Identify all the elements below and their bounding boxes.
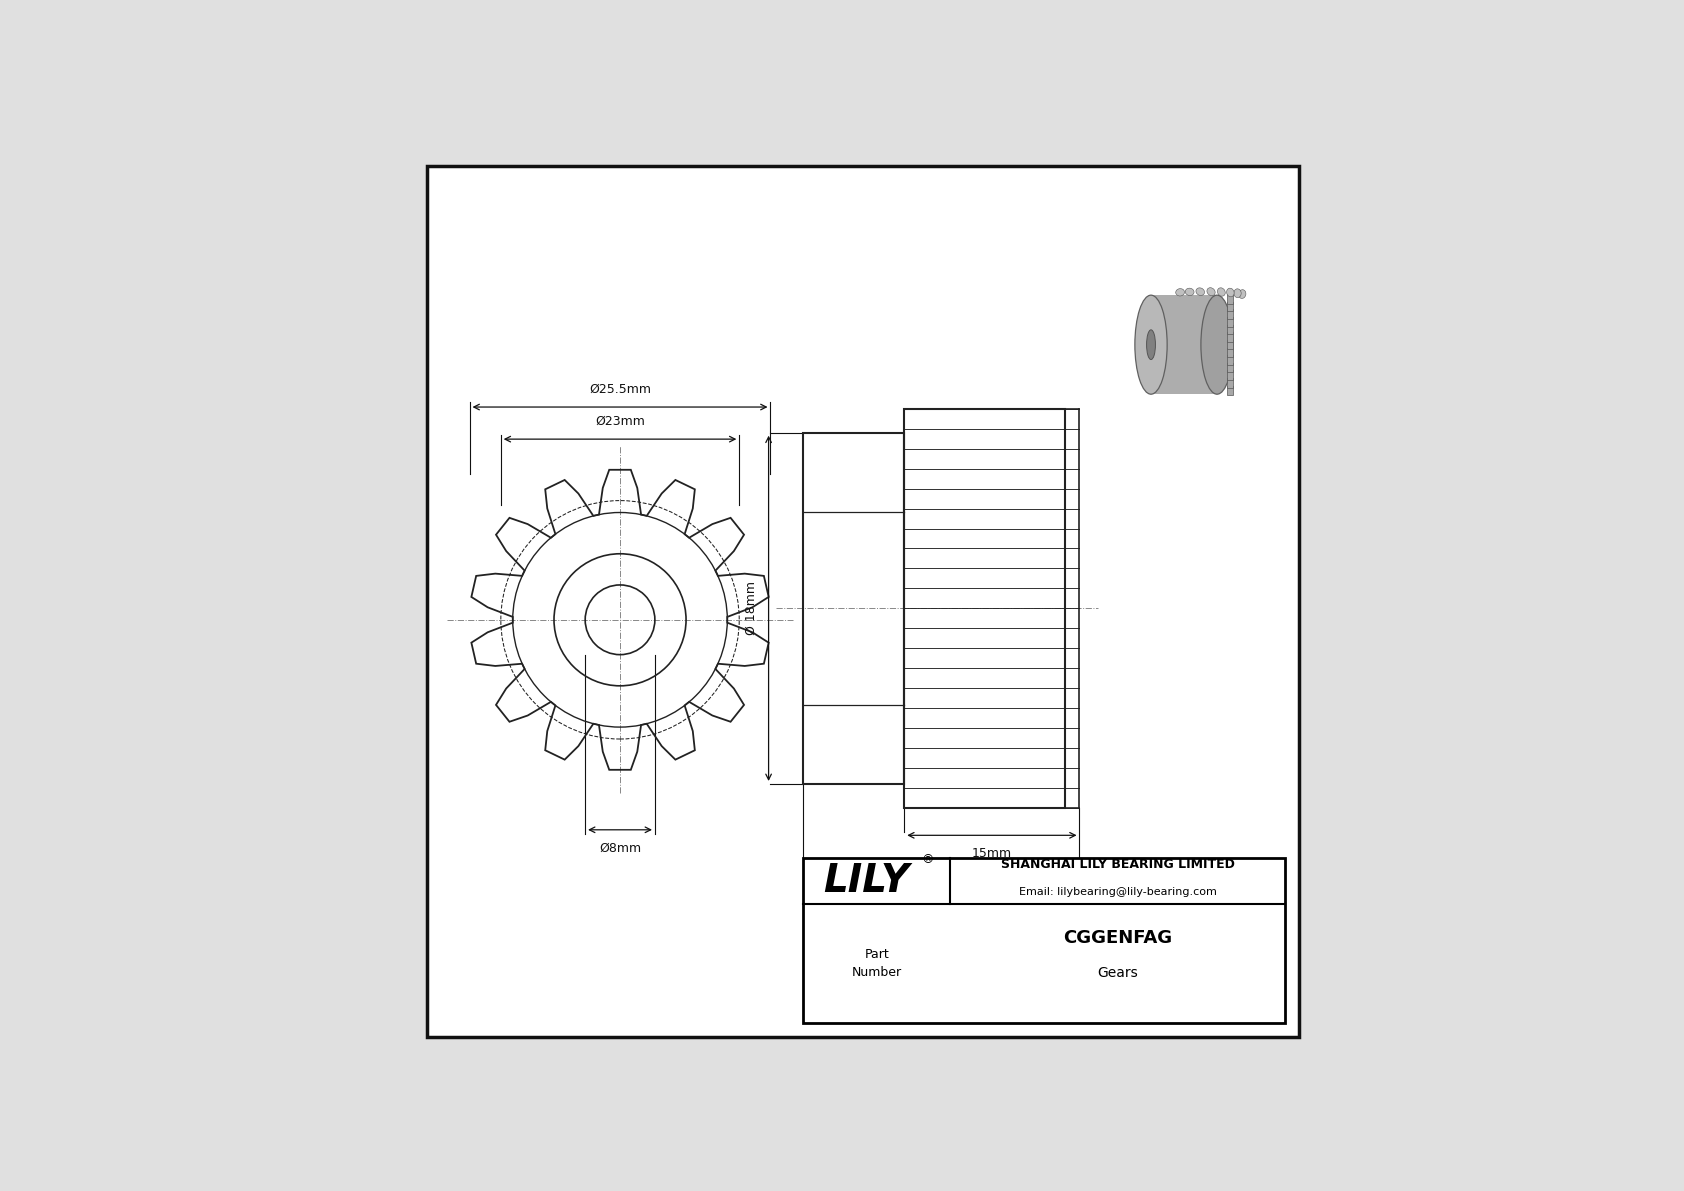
Text: Ø8mm: Ø8mm	[600, 842, 642, 855]
Bar	[1226, 363, 1233, 373]
Text: ®: ®	[921, 853, 933, 866]
Text: LILY: LILY	[823, 862, 909, 900]
Ellipse shape	[1135, 295, 1167, 394]
Text: Ø25.5mm: Ø25.5mm	[589, 384, 652, 397]
Bar	[1226, 317, 1233, 326]
Bar	[803, 432, 904, 784]
Text: SHANGHAI LILY BEARING LIMITED: SHANGHAI LILY BEARING LIMITED	[1000, 859, 1234, 871]
Text: Part
Number: Part Number	[852, 948, 903, 979]
Ellipse shape	[1234, 288, 1241, 298]
Bar	[1226, 294, 1233, 304]
Text: CGGENFAG: CGGENFAG	[1063, 929, 1172, 947]
Ellipse shape	[1175, 288, 1184, 297]
Bar	[803, 859, 1285, 1023]
Text: Gears: Gears	[1098, 966, 1138, 980]
Bar	[1226, 325, 1233, 335]
Ellipse shape	[1196, 288, 1204, 295]
Ellipse shape	[1218, 288, 1226, 297]
Text: 15mm: 15mm	[972, 847, 1012, 860]
Bar	[1226, 301, 1233, 311]
Text: 29mm: 29mm	[921, 879, 962, 892]
Ellipse shape	[1207, 288, 1216, 295]
Bar	[1226, 378, 1233, 387]
Text: Ø 18mm: Ø 18mm	[744, 581, 758, 635]
Bar	[1226, 370, 1233, 380]
Bar	[1226, 339, 1233, 349]
Bar	[904, 409, 1064, 807]
Bar	[1226, 386, 1233, 395]
Ellipse shape	[1186, 288, 1194, 295]
Ellipse shape	[1147, 330, 1155, 360]
Bar	[1226, 310, 1233, 319]
Polygon shape	[1150, 295, 1218, 394]
Ellipse shape	[1201, 295, 1233, 394]
Text: Ø23mm: Ø23mm	[594, 416, 645, 428]
Bar	[1226, 355, 1233, 364]
Bar	[1226, 348, 1233, 357]
Ellipse shape	[1226, 288, 1234, 297]
Bar	[1226, 332, 1233, 342]
Text: Email: lilybearing@lily-bearing.com: Email: lilybearing@lily-bearing.com	[1019, 887, 1216, 897]
Ellipse shape	[1238, 289, 1246, 299]
